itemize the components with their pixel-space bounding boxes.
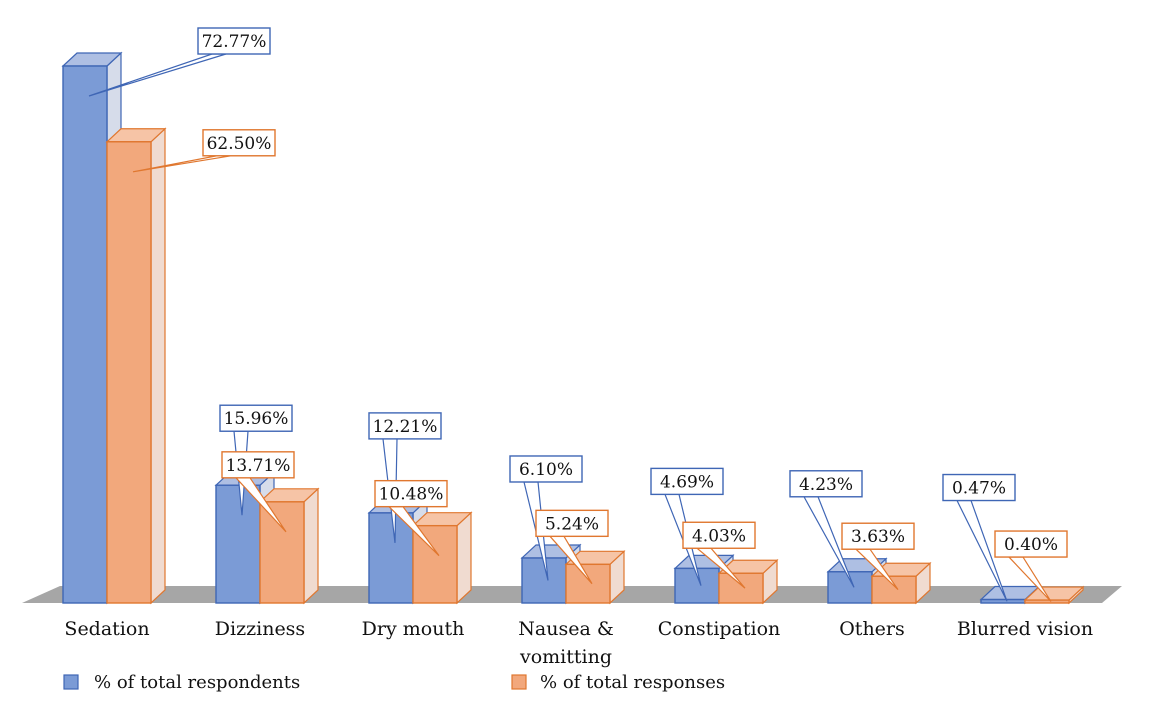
- callout-box: [789, 470, 863, 498]
- data-label-respondents-3: 6.10%: [509, 455, 583, 581]
- bar-responses-3[interactable]: [564, 549, 626, 605]
- data-label-text: 4.69%: [660, 472, 714, 492]
- callout-box: [535, 509, 609, 538]
- data-label-respondents-5: 4.23%: [789, 470, 863, 588]
- callout-box: [202, 129, 276, 157]
- data-label-text: 15.96%: [224, 409, 289, 429]
- callout-box: [219, 404, 293, 432]
- callout-box: [841, 522, 915, 550]
- data-label-text: 72.77%: [202, 32, 267, 52]
- category-label-3: Nausea & vomitting: [518, 618, 614, 668]
- bar-front-face: [259, 501, 305, 604]
- legend-swatch-respondents: [63, 674, 79, 690]
- data-label-responses-2: 10.48%: [374, 479, 448, 557]
- bar-side-face: [303, 487, 319, 605]
- data-label-respondents-2: 12.21%: [368, 412, 442, 543]
- category-label-4: Constipation: [658, 618, 781, 640]
- callout-box: [682, 521, 756, 549]
- data-label-respondents-6: 0.47%: [942, 473, 1016, 602]
- legend-item-responses[interactable]: % of total responses: [511, 672, 725, 693]
- legend-swatch-responses: [511, 674, 527, 690]
- bar-front-face: [215, 484, 261, 604]
- data-label-text: 13.71%: [226, 456, 291, 476]
- data-label-text: 5.24%: [545, 514, 599, 534]
- data-label-responses-5: 3.63%: [841, 522, 915, 591]
- bar-responses-6[interactable]: [1023, 585, 1085, 605]
- callout-box: [374, 479, 448, 508]
- data-label-responses-0: 62.50%: [132, 129, 276, 173]
- bar-front-face: [106, 141, 152, 604]
- data-label-responses-3: 5.24%: [535, 509, 609, 585]
- category-label-5: Others: [839, 618, 905, 640]
- bar-front-face: [871, 575, 917, 604]
- data-label-respondents-0: 72.77%: [88, 27, 271, 97]
- data-label-text: 3.63%: [851, 527, 905, 547]
- bar-side-face: [456, 511, 472, 605]
- bar-front-face: [62, 65, 108, 604]
- data-label-respondents-4: 4.69%: [650, 467, 724, 586]
- data-label-text: 4.23%: [799, 475, 853, 495]
- bar-responses-1[interactable]: [258, 487, 320, 605]
- bar-side-face: [150, 127, 166, 605]
- bar-responses-0[interactable]: [105, 127, 167, 605]
- data-label-responses-4: 4.03%: [682, 521, 756, 589]
- bar-front-face: [368, 512, 414, 604]
- callout-box: [368, 412, 442, 440]
- data-label-responses-1: 13.71%: [221, 451, 295, 533]
- data-label-text: 0.47%: [952, 479, 1006, 499]
- category-label-1: Dizziness: [215, 618, 305, 640]
- data-label-text: 0.40%: [1004, 535, 1058, 555]
- callout-box: [509, 455, 583, 483]
- callout-box: [942, 473, 1016, 502]
- data-label-text: 4.03%: [692, 526, 746, 546]
- legend-label-responses: % of total responses: [540, 672, 725, 693]
- callout-box: [994, 530, 1068, 558]
- bar-front-face: [412, 524, 458, 604]
- category-label-6: Blurred vision: [957, 618, 1093, 640]
- data-labels: 72.77% 62.50% 15.96% 13.71% 12.21% 10.48% 6.10…: [88, 27, 1068, 602]
- legend-item-respondents[interactable]: % of total respondents: [63, 672, 300, 693]
- legend: % of total respondents % of total respon…: [63, 672, 725, 693]
- bar-front-face: [565, 563, 611, 604]
- data-label-text: 10.48%: [379, 485, 444, 505]
- callout-box: [197, 27, 271, 55]
- bar-front-face: [980, 598, 1026, 604]
- data-label-text: 62.50%: [207, 134, 272, 154]
- bar-responses-2[interactable]: [411, 511, 473, 605]
- bar-responses-4[interactable]: [717, 558, 779, 605]
- bar-front-face: [1024, 599, 1070, 604]
- bar-front-face: [718, 572, 764, 604]
- callout-box: [650, 467, 724, 496]
- category-label-2: Dry mouth: [362, 618, 465, 640]
- category-label-0: Sedation: [64, 618, 149, 640]
- data-label-text: 6.10%: [519, 460, 573, 480]
- legend-label-respondents: % of total respondents: [94, 672, 300, 693]
- category-labels: Sedation Dizziness Dry mouth Nausea & vomitt…: [64, 618, 1093, 668]
- data-label-responses-6: 0.40%: [994, 530, 1068, 602]
- data-label-text: 12.21%: [373, 417, 438, 437]
- callout-box: [221, 451, 295, 479]
